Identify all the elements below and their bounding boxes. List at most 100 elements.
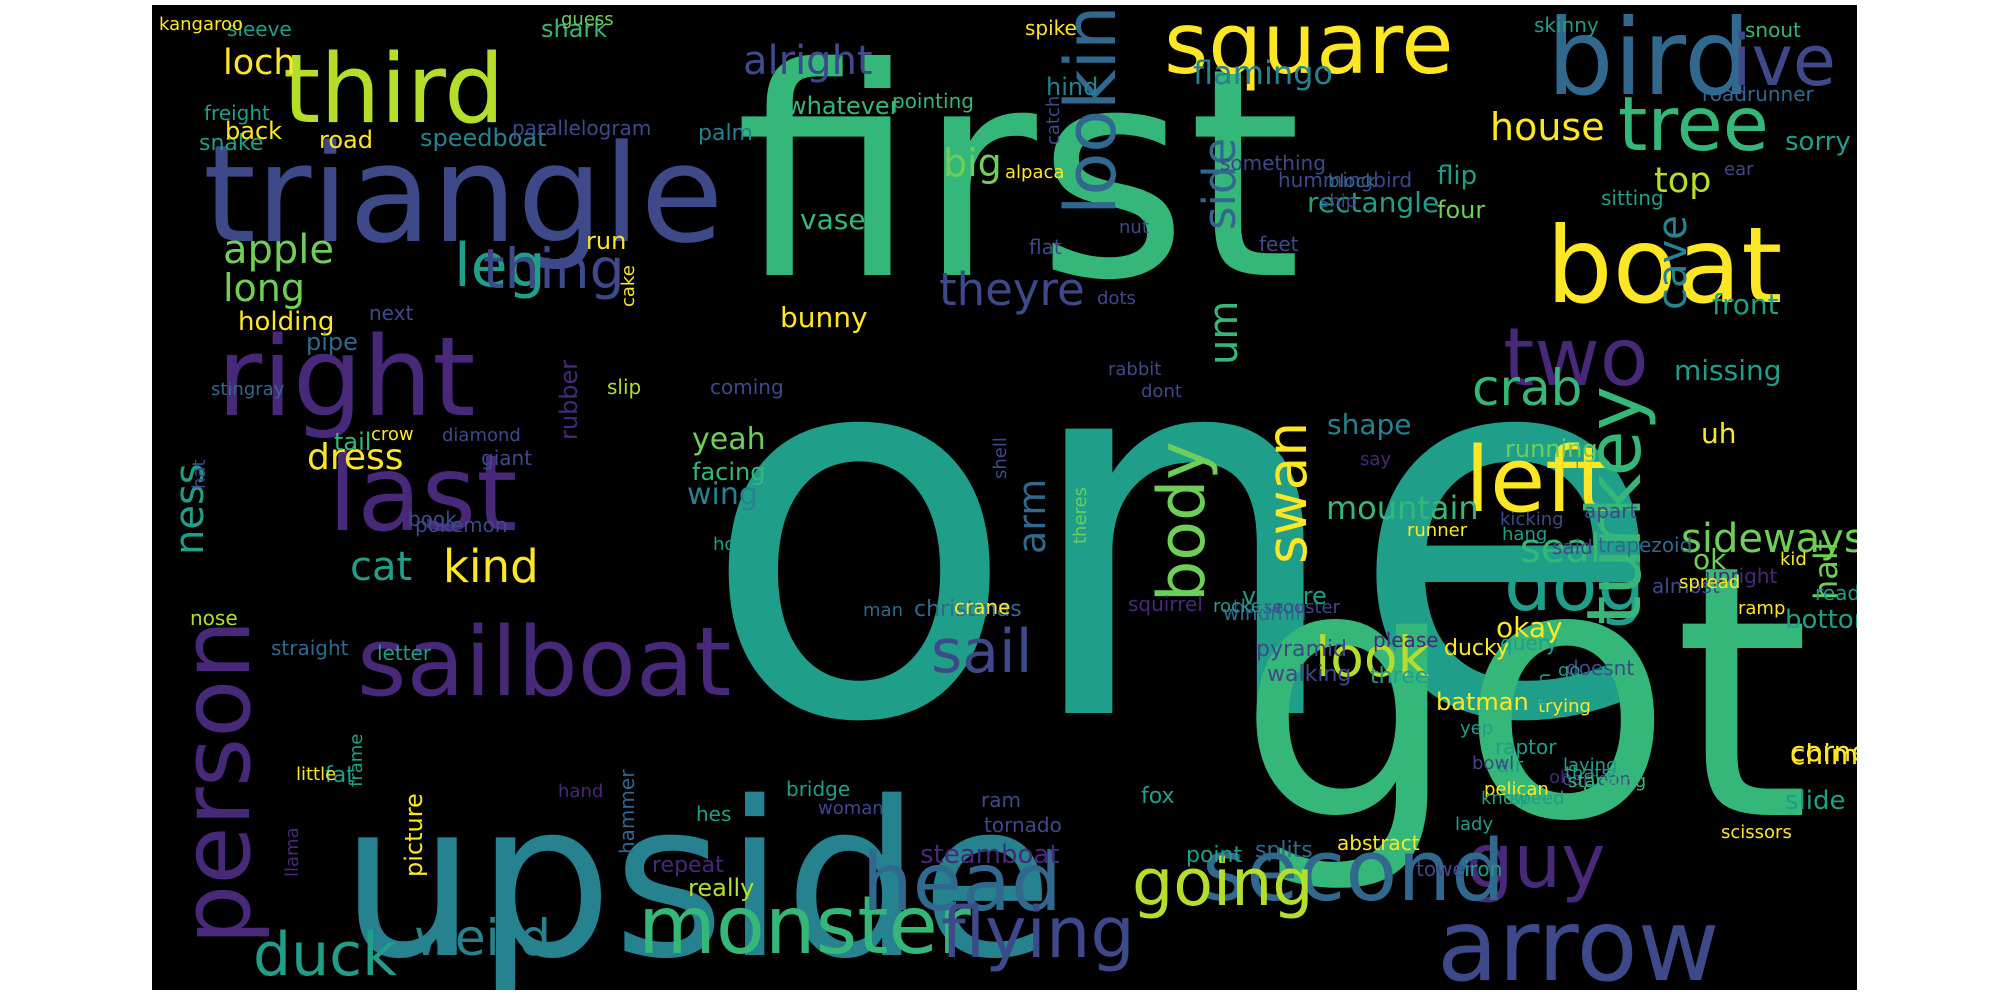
word-slip: slip (607, 375, 641, 399)
word-straight: straight (271, 636, 349, 660)
word-four: four (1437, 196, 1485, 224)
word-repeat: repeat (652, 853, 724, 878)
word-head: head (862, 836, 1062, 929)
word-uh: uh (1701, 417, 1737, 450)
word-shark: shark (541, 15, 607, 43)
word-giant: giant (481, 446, 532, 470)
word-cartoon: cartoon (1562, 769, 1631, 790)
word-splits: splits (1255, 838, 1313, 863)
word-body: body (1145, 441, 1220, 602)
word-skinny: skinny (1534, 13, 1599, 37)
word-squirrel: squirrel (1128, 592, 1203, 616)
word-upside: upside (340, 755, 1053, 990)
word-square: square (1164, 5, 1454, 94)
word-said: said (1552, 535, 1593, 559)
word-please: please (1373, 628, 1439, 652)
word-bridge: bridge (786, 777, 850, 801)
word-freight: freight (204, 101, 270, 125)
word-spread: spread (1679, 572, 1740, 593)
word-cloud: one first got upside triangle boat bird square t… (152, 5, 1857, 990)
word-hat: hat (189, 460, 210, 490)
word-last: last (328, 433, 517, 555)
word-nose: nose (190, 606, 238, 630)
word-kind: kind (443, 540, 539, 593)
word-upright: upright (1705, 564, 1778, 588)
word-ram: ram (981, 788, 1021, 812)
word-apart: apart (1584, 499, 1637, 523)
word-pointing: pointing (892, 89, 974, 113)
word-house: house (1490, 105, 1605, 149)
word-picture: picture (400, 793, 428, 877)
word-turkey: turkey (1570, 386, 1658, 625)
word-ship: ship (1320, 191, 1357, 212)
word-walking: walking (1267, 662, 1351, 687)
word-scissors: scissors (1721, 822, 1792, 843)
word-theres: theres (1070, 487, 1091, 544)
word-speedboat: speedboat (420, 124, 547, 152)
word-sideways: sideways (1681, 516, 1857, 562)
word-ramp: ramp (1738, 598, 1785, 619)
word-shell: shell (990, 437, 1011, 479)
word-go: go (1558, 660, 1580, 681)
word-okay: okay (1496, 611, 1563, 644)
word-going: going (1132, 846, 1314, 921)
word-hummingbird: hummingbird (1278, 168, 1412, 192)
word-block: block (1328, 171, 1376, 192)
word-holding: holding (238, 307, 334, 337)
word-kid: kid (1780, 549, 1807, 570)
word-llama: llama (282, 827, 303, 877)
word-oh: oh (1549, 767, 1571, 788)
word-bowl: bowl (1472, 753, 1514, 774)
word-nut: nut (1119, 217, 1149, 238)
word-doesnt: doesnt (1566, 656, 1634, 680)
word-steamboat: steamboat (920, 840, 1060, 870)
word-ear: ear (1724, 159, 1754, 180)
word-chimney: chimney (1790, 738, 1857, 771)
word-parallelogram: parallelogram (512, 116, 651, 140)
word-pyramid: pyramid (1256, 637, 1347, 662)
word-really: really (688, 874, 754, 902)
word-weird: weird (414, 909, 551, 967)
word-arrow: arrow (1437, 887, 1720, 990)
word-hand: hand (558, 781, 603, 802)
word-loch: loch (223, 43, 296, 83)
word-fat: fat (325, 763, 355, 788)
word-know: know (1481, 788, 1529, 809)
word-tree: tree (1618, 80, 1769, 168)
word-bunny: bunny (780, 301, 868, 334)
word-flying: flying (941, 892, 1135, 974)
word-second: second (1202, 822, 1505, 921)
word-dress: dress (307, 437, 404, 478)
word-call: call (1583, 778, 1614, 799)
word-running: running (1505, 435, 1598, 463)
word-dont: dont (1141, 381, 1182, 402)
word-crab: crab (1472, 359, 1582, 417)
word-abstract: abstract (1337, 831, 1420, 855)
word-palm: palm (698, 121, 753, 146)
word-front: front (1712, 288, 1779, 321)
word-thing: thing (483, 237, 624, 301)
word-windmill: windmill (1223, 601, 1306, 625)
word-half: half (1807, 539, 1845, 600)
word-raptor: raptor (1495, 735, 1557, 759)
word-yep: yep (1460, 718, 1493, 739)
word-runner: runner (1407, 520, 1468, 541)
word-frame: frame (346, 734, 367, 787)
word-whatever: whatever (787, 92, 900, 120)
word-first: first (735, 7, 1302, 344)
word-facing: facing (692, 458, 765, 486)
word-ok: ok (1693, 543, 1727, 576)
word-ness: ness (167, 463, 213, 555)
word-duck: duck (253, 920, 397, 990)
word-ive: ive (1732, 20, 1836, 102)
word-letter: letter (377, 641, 432, 665)
word-something: something (1220, 151, 1326, 175)
word-air: air (1497, 753, 1524, 777)
word-next: next (369, 301, 413, 325)
word-swan: swan (1255, 422, 1319, 564)
word-iron: iron (1464, 857, 1502, 881)
word-right: right (217, 313, 475, 441)
word-missing: missing (1674, 354, 1782, 387)
word-hind: hind (1046, 73, 1098, 101)
word-book: book (408, 507, 457, 531)
